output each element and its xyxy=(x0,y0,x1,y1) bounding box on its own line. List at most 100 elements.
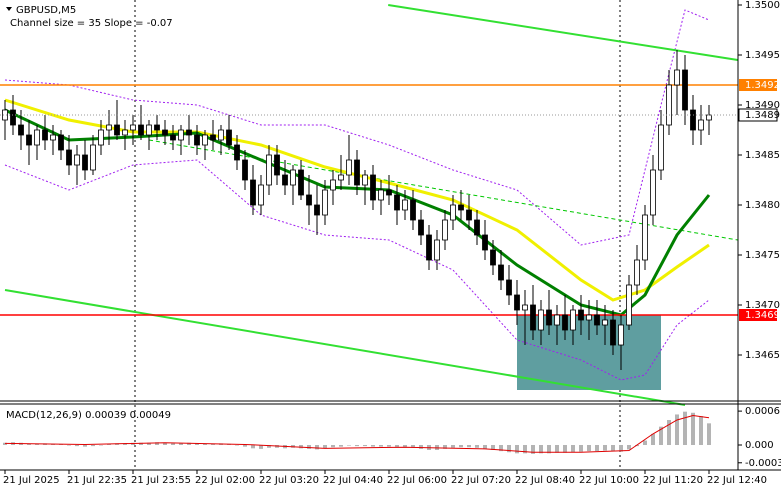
macd-bar xyxy=(523,445,527,454)
candle-body xyxy=(98,129,104,146)
candle-body xyxy=(690,109,696,131)
macd-bar xyxy=(619,445,623,452)
macd-bar xyxy=(475,445,479,448)
macd-bar xyxy=(387,445,391,447)
candle-body xyxy=(338,174,344,181)
candle-body xyxy=(226,129,232,146)
macd-bar xyxy=(59,444,63,445)
candle-body xyxy=(258,184,264,206)
macd-bar xyxy=(83,445,87,447)
candle-body xyxy=(394,194,400,211)
candle-body xyxy=(610,319,616,346)
macd-bar xyxy=(67,445,71,446)
level-tag xyxy=(739,309,777,321)
x-tick-label: 22 Jul 07:20 xyxy=(451,475,511,486)
candle-body xyxy=(138,124,144,136)
candle-body xyxy=(42,129,48,141)
macd-bar xyxy=(683,411,687,445)
macd-bar xyxy=(163,442,167,445)
macd-bar xyxy=(419,445,423,449)
candle-body xyxy=(194,134,200,146)
macd-y-tick-label: -0.00032 xyxy=(745,458,781,469)
candle-body xyxy=(450,204,456,221)
candle-body xyxy=(498,264,504,281)
macd-bar xyxy=(27,443,31,445)
candle-body xyxy=(322,189,328,216)
y-tick-label: 1.3485 xyxy=(745,150,780,161)
macd-bar xyxy=(603,445,607,451)
macd-panel xyxy=(3,411,711,454)
candle-body xyxy=(26,134,32,146)
macd-bar xyxy=(491,445,495,450)
x-tick-label: 22 Jul 06:00 xyxy=(387,475,447,486)
macd-bar xyxy=(315,445,319,450)
candle-body xyxy=(706,114,712,121)
x-tick-label: 21 Jul 23:55 xyxy=(131,475,191,486)
macd-bar xyxy=(659,426,663,445)
last-price-label: 1.3489 xyxy=(745,110,780,121)
candle-body xyxy=(330,179,336,191)
macd-bar xyxy=(595,445,599,452)
overlay-line xyxy=(4,9,710,246)
macd-bar xyxy=(539,445,543,454)
macd-bar xyxy=(579,445,583,452)
candle-body xyxy=(458,204,464,211)
macd-bar xyxy=(459,445,463,448)
candle-body xyxy=(162,129,168,136)
candle-body xyxy=(602,319,608,326)
macd-bar xyxy=(139,442,143,445)
candle-body xyxy=(250,179,256,206)
candle-body xyxy=(58,134,64,151)
candle-body xyxy=(594,314,600,326)
macd-bar xyxy=(267,445,271,448)
candle-body xyxy=(410,199,416,221)
macd-bar xyxy=(691,412,695,445)
macd-bar xyxy=(243,445,247,447)
macd-bar xyxy=(443,445,447,449)
macd-bar xyxy=(235,445,239,446)
overlay-line xyxy=(4,289,686,406)
candle-body xyxy=(658,124,664,171)
level-tag-label: 1.3492 xyxy=(745,80,780,91)
macd-bar xyxy=(211,443,215,445)
macd-bar xyxy=(35,443,39,445)
macd-bar xyxy=(411,445,415,448)
candle-body xyxy=(642,214,648,261)
overlay-line xyxy=(148,139,738,241)
candle-body xyxy=(266,154,272,186)
candle-body xyxy=(210,134,216,141)
candle-body xyxy=(154,124,160,131)
candle-body xyxy=(242,159,248,181)
candle-body xyxy=(106,124,112,131)
candle-body xyxy=(202,134,208,146)
menu-triangle[interactable] xyxy=(6,7,12,11)
macd-bar xyxy=(307,445,311,449)
y-tick-label: 1.3470 xyxy=(745,300,780,311)
macd-bar xyxy=(147,442,151,445)
x-tick-label: 22 Jul 03:20 xyxy=(259,475,319,486)
candle-body xyxy=(282,174,288,186)
macd-bar xyxy=(323,445,327,449)
x-tick-label: 22 Jul 11:20 xyxy=(643,475,703,486)
candle-body xyxy=(586,314,592,321)
macd-bar xyxy=(195,443,199,445)
candle-body xyxy=(418,219,424,236)
macd-bar xyxy=(563,445,567,453)
macd-bar xyxy=(643,440,647,445)
macd-bar xyxy=(379,445,383,447)
macd-bar xyxy=(99,445,103,446)
candle-body xyxy=(114,124,120,136)
candle-body xyxy=(618,324,624,346)
candle-body xyxy=(306,194,312,206)
macd-bar xyxy=(347,445,351,446)
macd-bar xyxy=(3,442,7,445)
macd-bar xyxy=(555,445,559,453)
macd-y-tick-label: 0.000 xyxy=(745,440,774,451)
candle-body xyxy=(514,294,520,311)
macd-bar xyxy=(699,416,703,445)
candle-body xyxy=(74,154,80,166)
candle-body xyxy=(698,119,704,131)
macd-bar xyxy=(611,445,615,452)
candle-body xyxy=(122,129,128,136)
macd-bar xyxy=(499,445,503,452)
